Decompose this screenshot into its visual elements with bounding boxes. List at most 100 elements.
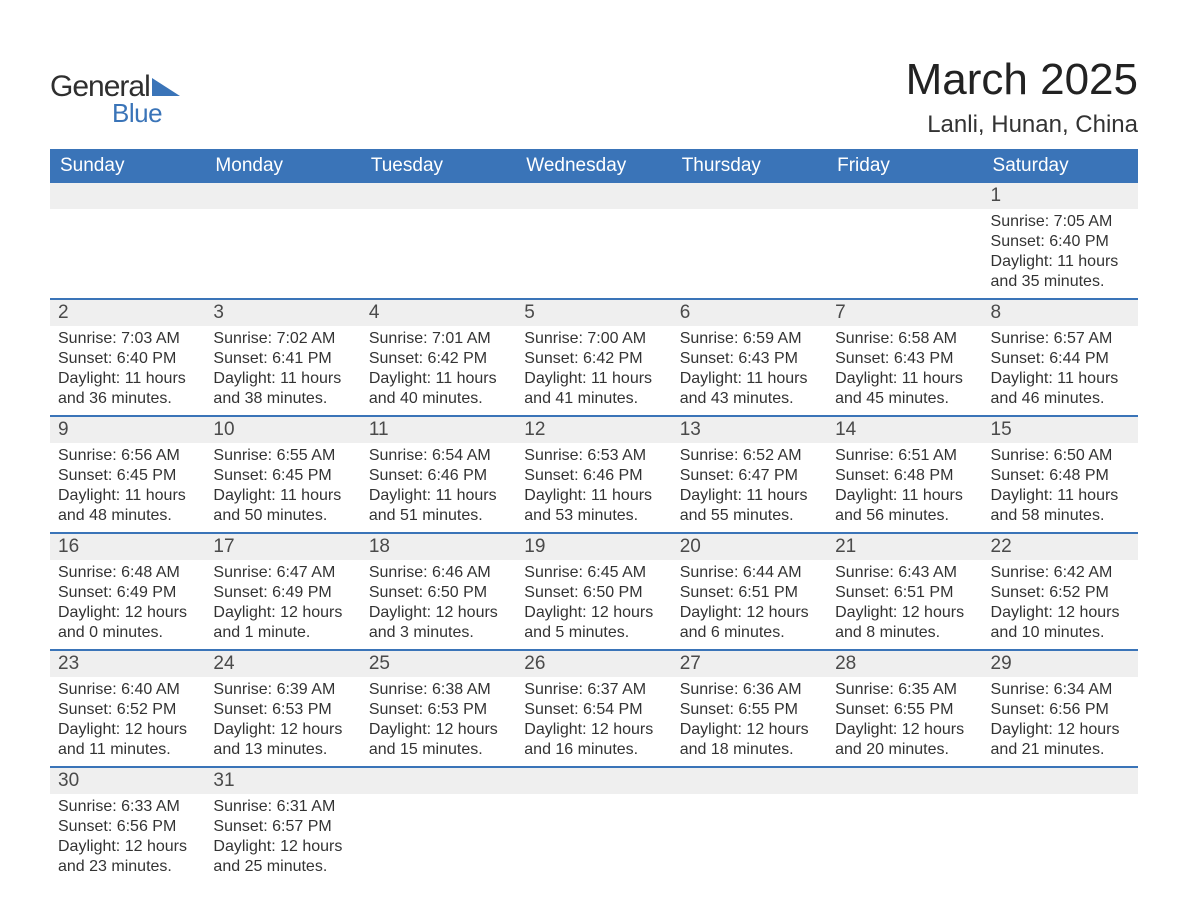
col-saturday: Saturday bbox=[983, 149, 1138, 183]
col-sunday: Sunday bbox=[50, 149, 205, 183]
day-detail-cell: Sunrise: 7:03 AMSunset: 6:40 PMDaylight:… bbox=[50, 326, 205, 416]
sunrise-text: Sunrise: 6:31 AM bbox=[213, 797, 352, 817]
day-detail-cell: Sunrise: 6:51 AMSunset: 6:48 PMDaylight:… bbox=[827, 443, 982, 533]
day-detail-cell: Sunrise: 6:36 AMSunset: 6:55 PMDaylight:… bbox=[672, 677, 827, 767]
daylight-line2: and 18 minutes. bbox=[680, 740, 819, 760]
day-detail-cell: Sunrise: 6:34 AMSunset: 6:56 PMDaylight:… bbox=[983, 677, 1138, 767]
day-detail-cell: Sunrise: 7:00 AMSunset: 6:42 PMDaylight:… bbox=[516, 326, 671, 416]
daylight-line2: and 23 minutes. bbox=[58, 857, 197, 877]
sunrise-text: Sunrise: 6:36 AM bbox=[680, 680, 819, 700]
sunset-text: Sunset: 6:51 PM bbox=[835, 583, 974, 603]
day-detail-cell: Sunrise: 6:47 AMSunset: 6:49 PMDaylight:… bbox=[205, 560, 360, 650]
weekday-header-row: Sunday Monday Tuesday Wednesday Thursday… bbox=[50, 149, 1138, 183]
daylight-line2: and 41 minutes. bbox=[524, 389, 663, 409]
daylight-line2: and 35 minutes. bbox=[991, 272, 1130, 292]
day-number-cell: 13 bbox=[672, 416, 827, 443]
detail-row: Sunrise: 6:33 AMSunset: 6:56 PMDaylight:… bbox=[50, 794, 1138, 883]
daylight-line2: and 53 minutes. bbox=[524, 506, 663, 526]
daylight-line2: and 5 minutes. bbox=[524, 623, 663, 643]
day-detail-cell: Sunrise: 6:43 AMSunset: 6:51 PMDaylight:… bbox=[827, 560, 982, 650]
sunset-text: Sunset: 6:45 PM bbox=[58, 466, 197, 486]
day-detail-cell: Sunrise: 6:45 AMSunset: 6:50 PMDaylight:… bbox=[516, 560, 671, 650]
day-number-cell bbox=[205, 183, 360, 209]
day-detail-cell bbox=[361, 794, 516, 883]
daylight-line1: Daylight: 11 hours bbox=[524, 369, 663, 389]
daylight-line2: and 36 minutes. bbox=[58, 389, 197, 409]
sunset-text: Sunset: 6:40 PM bbox=[58, 349, 197, 369]
day-detail-cell: Sunrise: 7:05 AMSunset: 6:40 PMDaylight:… bbox=[983, 209, 1138, 299]
sunrise-text: Sunrise: 7:02 AM bbox=[213, 329, 352, 349]
daynum-row: 16171819202122 bbox=[50, 533, 1138, 560]
day-number-cell: 5 bbox=[516, 299, 671, 326]
daylight-line2: and 8 minutes. bbox=[835, 623, 974, 643]
daylight-line2: and 0 minutes. bbox=[58, 623, 197, 643]
day-detail-cell: Sunrise: 6:50 AMSunset: 6:48 PMDaylight:… bbox=[983, 443, 1138, 533]
location-label: Lanli, Hunan, China bbox=[906, 111, 1138, 139]
daylight-line1: Daylight: 12 hours bbox=[213, 837, 352, 857]
sunset-text: Sunset: 6:52 PM bbox=[991, 583, 1130, 603]
col-wednesday: Wednesday bbox=[516, 149, 671, 183]
month-title: March 2025 bbox=[906, 55, 1138, 105]
sunrise-text: Sunrise: 6:50 AM bbox=[991, 446, 1130, 466]
daylight-line2: and 55 minutes. bbox=[680, 506, 819, 526]
sunrise-text: Sunrise: 6:45 AM bbox=[524, 563, 663, 583]
daylight-line2: and 43 minutes. bbox=[680, 389, 819, 409]
sunset-text: Sunset: 6:49 PM bbox=[213, 583, 352, 603]
sunrise-text: Sunrise: 6:40 AM bbox=[58, 680, 197, 700]
day-detail-cell bbox=[516, 209, 671, 299]
daylight-line1: Daylight: 12 hours bbox=[369, 720, 508, 740]
day-detail-cell: Sunrise: 6:31 AMSunset: 6:57 PMDaylight:… bbox=[205, 794, 360, 883]
daylight-line2: and 1 minute. bbox=[213, 623, 352, 643]
day-number-cell: 11 bbox=[361, 416, 516, 443]
sunrise-text: Sunrise: 7:00 AM bbox=[524, 329, 663, 349]
daynum-row: 1 bbox=[50, 183, 1138, 209]
sunrise-text: Sunrise: 6:38 AM bbox=[369, 680, 508, 700]
day-number-cell: 15 bbox=[983, 416, 1138, 443]
sunrise-text: Sunrise: 7:03 AM bbox=[58, 329, 197, 349]
day-number-cell: 17 bbox=[205, 533, 360, 560]
day-number-cell: 7 bbox=[827, 299, 982, 326]
day-detail-cell: Sunrise: 6:53 AMSunset: 6:46 PMDaylight:… bbox=[516, 443, 671, 533]
day-detail-cell: Sunrise: 6:54 AMSunset: 6:46 PMDaylight:… bbox=[361, 443, 516, 533]
day-detail-cell bbox=[50, 209, 205, 299]
daylight-line2: and 20 minutes. bbox=[835, 740, 974, 760]
daylight-line1: Daylight: 11 hours bbox=[369, 486, 508, 506]
day-detail-cell: Sunrise: 7:01 AMSunset: 6:42 PMDaylight:… bbox=[361, 326, 516, 416]
daylight-line1: Daylight: 11 hours bbox=[991, 486, 1130, 506]
col-monday: Monday bbox=[205, 149, 360, 183]
sunset-text: Sunset: 6:47 PM bbox=[680, 466, 819, 486]
daylight-line2: and 58 minutes. bbox=[991, 506, 1130, 526]
day-number-cell: 16 bbox=[50, 533, 205, 560]
day-number-cell bbox=[672, 183, 827, 209]
daynum-row: 3031 bbox=[50, 767, 1138, 794]
day-detail-cell: Sunrise: 6:56 AMSunset: 6:45 PMDaylight:… bbox=[50, 443, 205, 533]
day-number-cell: 25 bbox=[361, 650, 516, 677]
daylight-line2: and 45 minutes. bbox=[835, 389, 974, 409]
sunrise-text: Sunrise: 6:52 AM bbox=[680, 446, 819, 466]
day-number-cell: 21 bbox=[827, 533, 982, 560]
daylight-line1: Daylight: 11 hours bbox=[991, 252, 1130, 272]
sunrise-text: Sunrise: 6:39 AM bbox=[213, 680, 352, 700]
sunrise-text: Sunrise: 6:57 AM bbox=[991, 329, 1130, 349]
daylight-line1: Daylight: 12 hours bbox=[680, 720, 819, 740]
daylight-line1: Daylight: 12 hours bbox=[991, 720, 1130, 740]
day-number-cell bbox=[672, 767, 827, 794]
day-number-cell: 6 bbox=[672, 299, 827, 326]
day-detail-cell: Sunrise: 6:52 AMSunset: 6:47 PMDaylight:… bbox=[672, 443, 827, 533]
sunrise-text: Sunrise: 6:53 AM bbox=[524, 446, 663, 466]
day-number-cell bbox=[516, 183, 671, 209]
sunrise-text: Sunrise: 6:56 AM bbox=[58, 446, 197, 466]
daynum-row: 2345678 bbox=[50, 299, 1138, 326]
sunset-text: Sunset: 6:52 PM bbox=[58, 700, 197, 720]
sunset-text: Sunset: 6:40 PM bbox=[991, 232, 1130, 252]
day-detail-cell bbox=[672, 794, 827, 883]
day-number-cell: 4 bbox=[361, 299, 516, 326]
day-detail-cell: Sunrise: 6:33 AMSunset: 6:56 PMDaylight:… bbox=[50, 794, 205, 883]
day-number-cell: 8 bbox=[983, 299, 1138, 326]
day-detail-cell bbox=[516, 794, 671, 883]
day-number-cell: 28 bbox=[827, 650, 982, 677]
daylight-line1: Daylight: 12 hours bbox=[835, 720, 974, 740]
day-detail-cell: Sunrise: 6:44 AMSunset: 6:51 PMDaylight:… bbox=[672, 560, 827, 650]
day-number-cell: 31 bbox=[205, 767, 360, 794]
day-number-cell: 10 bbox=[205, 416, 360, 443]
